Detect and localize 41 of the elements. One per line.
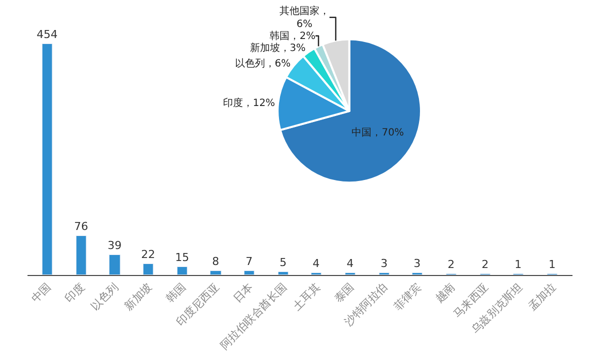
slice-label: 印度，12% [222, 96, 276, 109]
x-tick-label: 日本 [230, 280, 256, 306]
bar [108, 254, 120, 275]
data-label: 454 [36, 28, 58, 41]
data-label: 3 [380, 256, 388, 270]
x-tick-label: 越南 [432, 280, 458, 306]
slice-label: 新加坡，3% [250, 42, 306, 54]
bar [278, 272, 288, 275]
x-tick-label: 中国 [28, 280, 54, 306]
data-label: 4 [346, 256, 354, 270]
slice-label: 中国，70% [352, 126, 404, 139]
x-tick-label: 泰国 [332, 280, 356, 306]
data-label: 2 [482, 258, 489, 271]
data-label: 8 [212, 254, 220, 268]
data-label: 1 [548, 258, 556, 271]
bar [76, 236, 86, 275]
bar [142, 264, 154, 275]
data-label: 3 [414, 256, 421, 270]
data-label: 76 [74, 220, 88, 233]
bar [210, 270, 222, 275]
bar [176, 266, 188, 275]
x-tick-label: 孟加拉 [526, 280, 558, 314]
slice-label: 韩国，2% [270, 30, 316, 42]
x-tick-label: 印度 [62, 280, 88, 306]
x-tick-label: 韩国 [163, 280, 188, 306]
x-tick-label: 菲律宾 [391, 280, 424, 314]
slice-label: 其他国家， 6% [279, 4, 330, 30]
bar [42, 44, 52, 275]
data-label: 5 [280, 256, 287, 269]
data-label: 4 [312, 256, 320, 270]
x-tick-label: 新加坡 [122, 280, 155, 314]
x-tick-label: 土耳其 [290, 280, 323, 314]
bar [244, 270, 254, 275]
data-label: 2 [448, 258, 455, 271]
data-label: 1 [514, 258, 522, 271]
x-tick-label: 以色列 [88, 280, 121, 314]
data-label: 15 [175, 250, 190, 264]
slice-label: 以色列，6% [234, 57, 291, 70]
data-label: 22 [141, 248, 156, 261]
data-label: 39 [108, 238, 122, 252]
data-label: 7 [246, 254, 253, 268]
